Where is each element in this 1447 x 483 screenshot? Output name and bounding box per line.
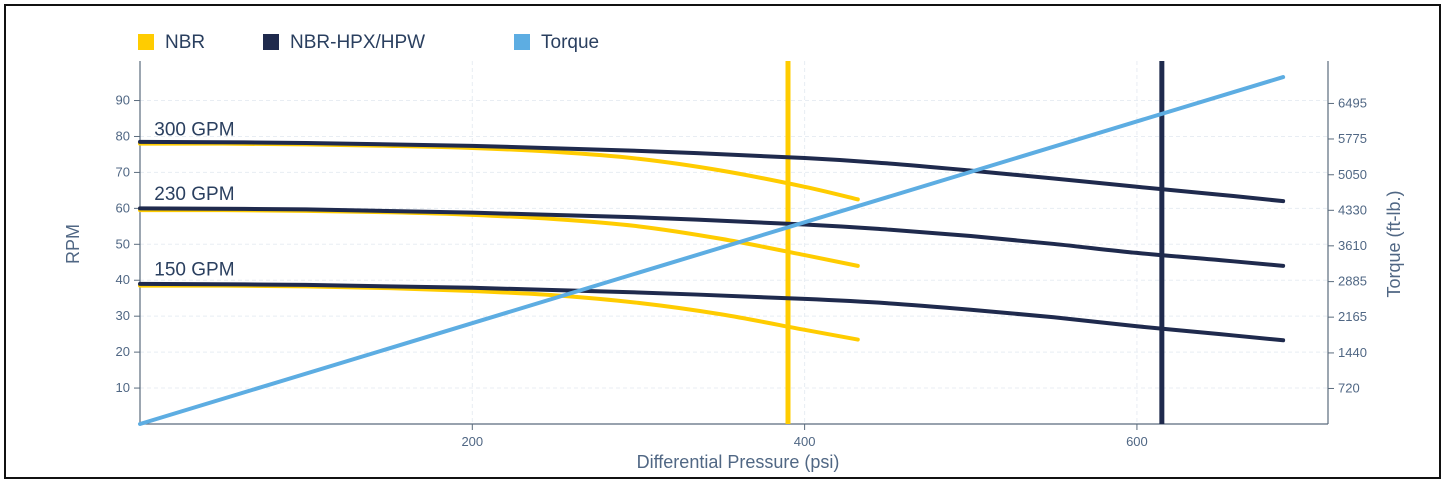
x-tick-label: 200 <box>461 434 483 449</box>
x-tick-label: 600 <box>1126 434 1148 449</box>
y-tick-label: 80 <box>116 128 130 143</box>
y-tick-label: 60 <box>116 200 130 215</box>
y2-tick-label: 6495 <box>1338 95 1367 110</box>
axis-layer: 10 20 30 40 50 60 70 80 90 720 1440 2165 2885 3610 433… <box>116 61 1367 449</box>
flow-rate-label: 300 GPM <box>154 119 234 140</box>
legend-swatch <box>138 34 154 50</box>
y2-tick-label: 720 <box>1338 380 1360 395</box>
nbr-hpx-hpw-curve <box>138 206 1286 268</box>
legend-item[interactable]: Torque <box>514 32 599 53</box>
nbr-hpx-hpw-curve <box>138 139 1286 204</box>
flow-rate-label: 230 GPM <box>154 184 234 205</box>
y2-tick-label: 2885 <box>1338 274 1367 289</box>
grid-layer <box>140 61 1328 424</box>
y2-axis-title: Torque (ft-lb.) <box>1384 190 1404 297</box>
y-tick-label: 40 <box>116 272 130 287</box>
y-axis-title: RPM <box>63 224 83 264</box>
legend-swatch <box>514 34 530 50</box>
y2-tick-label: 2165 <box>1338 309 1367 324</box>
y2-tick-label: 1440 <box>1338 345 1367 360</box>
y-tick-label: 20 <box>116 344 130 359</box>
legend-label: NBR <box>165 32 205 53</box>
label-layer: Differential Pressure (psi) RPM Torque (… <box>63 119 1404 472</box>
flow-rate-label: 150 GPM <box>154 259 234 280</box>
chart-svg: 10 20 30 40 50 60 70 80 90 720 1440 2165 2885 3610 433… <box>63 32 1404 472</box>
y-tick-label: 50 <box>116 236 130 251</box>
legend-label: Torque <box>541 32 599 53</box>
legend-swatch <box>263 34 279 50</box>
legend-label: NBR-HPX/HPW <box>290 32 425 53</box>
nbr-hpx-hpw-curve <box>138 281 1286 343</box>
nbr-curve <box>138 283 860 342</box>
x-tick-label: 400 <box>794 434 816 449</box>
y-tick-label: 90 <box>116 93 130 108</box>
series-layer <box>138 61 1286 426</box>
legend-item[interactable]: NBR-HPX/HPW <box>263 32 425 53</box>
chart-frame: 10 20 30 40 50 60 70 80 90 720 1440 2165 2885 3610 433… <box>4 4 1441 479</box>
y2-tick-label: 4330 <box>1338 202 1367 217</box>
torque-line <box>138 75 1286 426</box>
y2-tick-label: 5775 <box>1338 131 1367 146</box>
legend: NBR NBR-HPX/HPW Torque <box>138 32 599 53</box>
y-tick-label: 10 <box>116 380 130 395</box>
y-tick-label: 30 <box>116 308 130 323</box>
y2-tick-label: 3610 <box>1338 238 1367 253</box>
nbr-curve <box>138 141 860 202</box>
x-axis-title: Differential Pressure (psi) <box>637 452 840 472</box>
y2-tick-label: 5050 <box>1338 167 1367 182</box>
legend-item[interactable]: NBR <box>138 32 205 53</box>
y-tick-label: 70 <box>116 164 130 179</box>
